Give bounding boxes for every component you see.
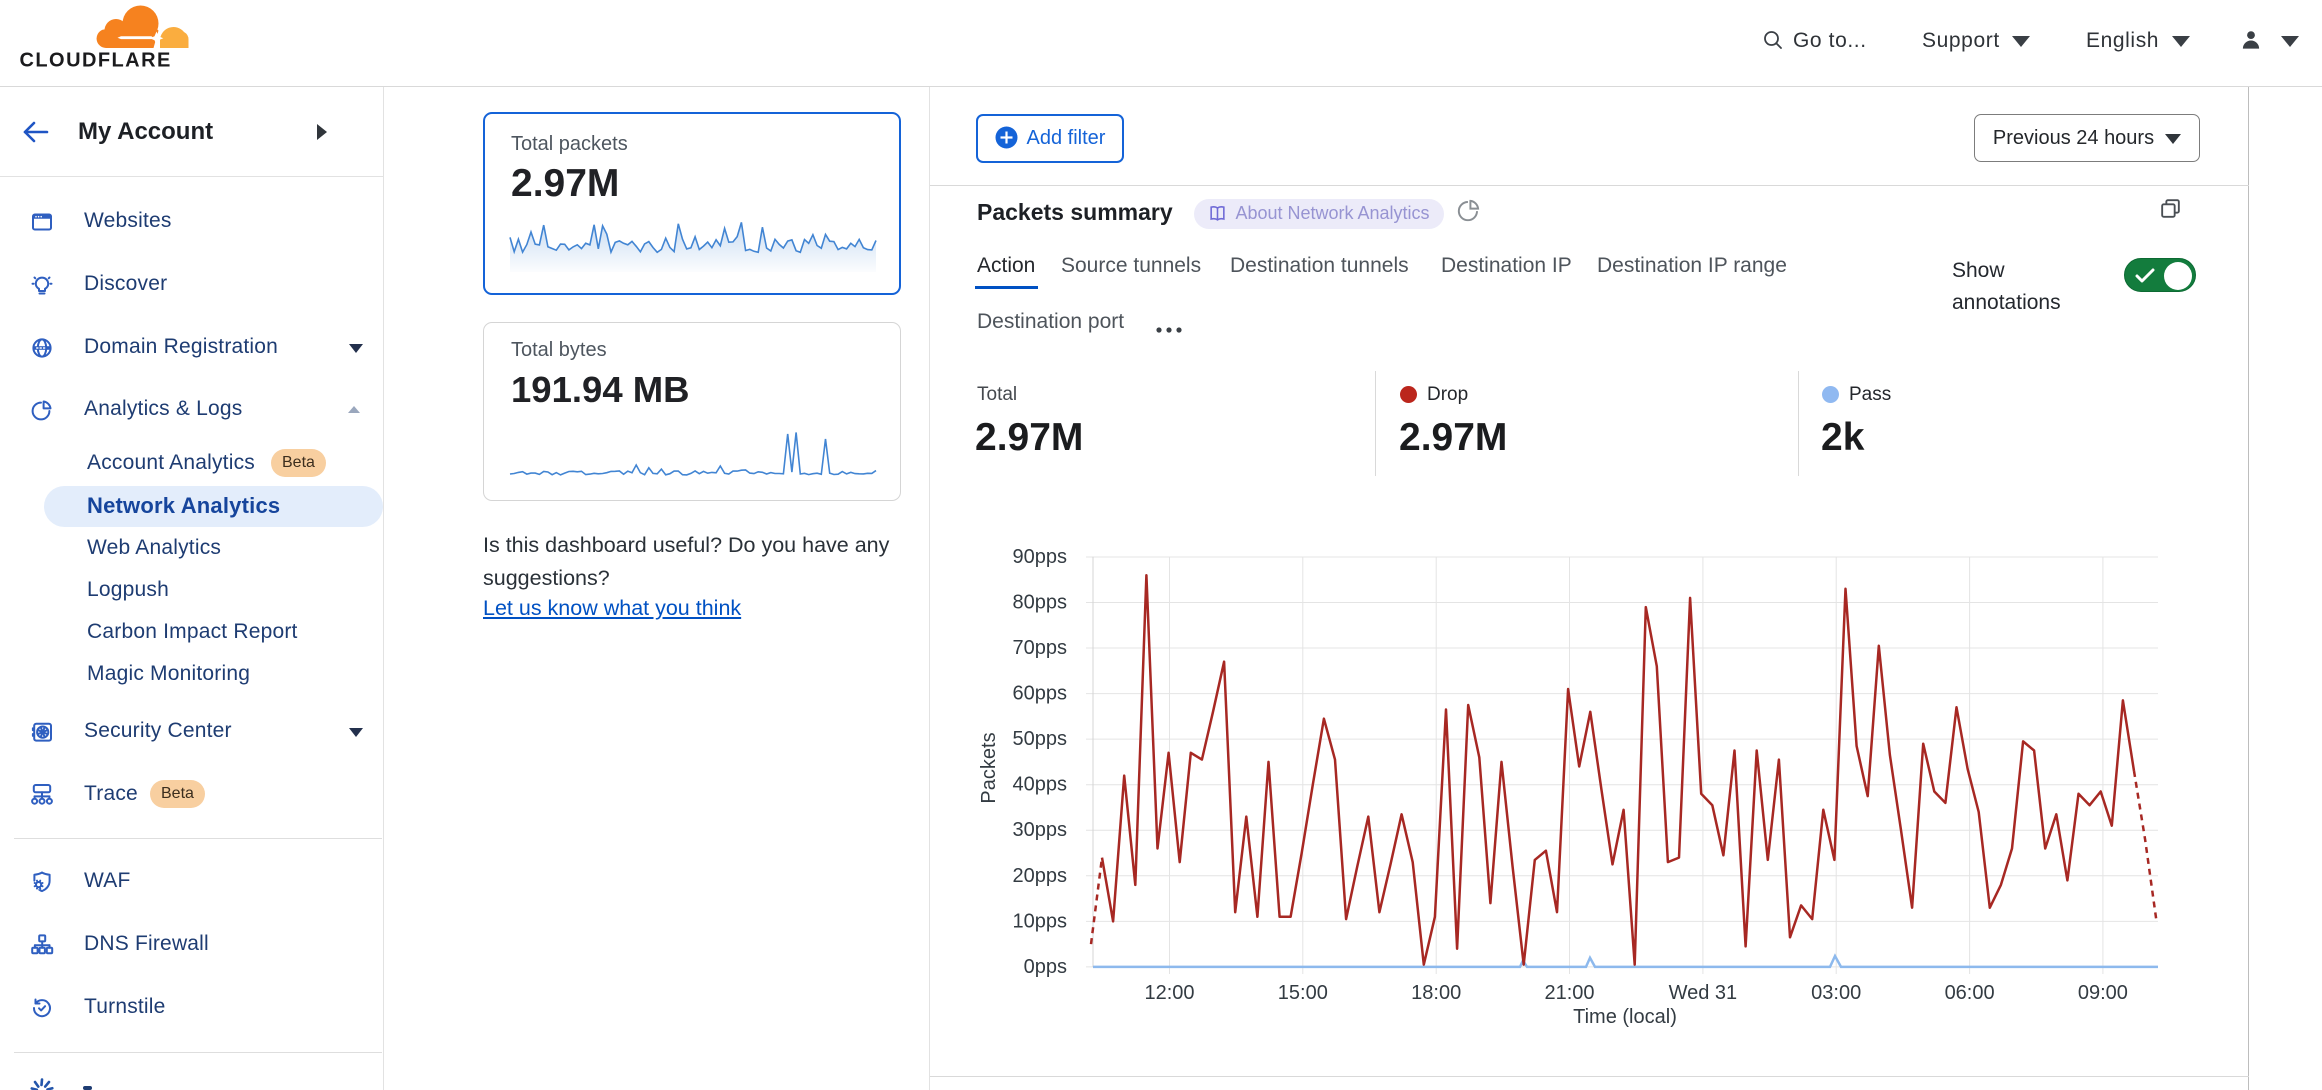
svg-text:70pps: 70pps: [1013, 637, 1068, 659]
svg-text:Wed 31: Wed 31: [1669, 982, 1738, 1004]
svg-text:Time (local): Time (local): [1573, 1006, 1677, 1028]
svg-text:10pps: 10pps: [1013, 910, 1068, 932]
svg-text:18:00: 18:00: [1411, 982, 1461, 1004]
svg-text:21:00: 21:00: [1544, 982, 1594, 1004]
svg-text:12:00: 12:00: [1144, 982, 1194, 1004]
svg-text:03:00: 03:00: [1811, 982, 1861, 1004]
svg-text:09:00: 09:00: [2078, 982, 2128, 1004]
svg-text:20pps: 20pps: [1013, 865, 1068, 887]
svg-text:15:00: 15:00: [1278, 982, 1328, 1004]
svg-text:0pps: 0pps: [1024, 956, 1067, 978]
svg-text:80pps: 80pps: [1013, 592, 1068, 614]
svg-text:60pps: 60pps: [1013, 683, 1068, 705]
svg-text:Packets: Packets: [978, 732, 1000, 803]
svg-text:06:00: 06:00: [1945, 982, 1995, 1004]
svg-text:90pps: 90pps: [1013, 546, 1068, 568]
svg-text:50pps: 50pps: [1013, 728, 1068, 750]
svg-text:40pps: 40pps: [1013, 774, 1068, 796]
svg-text:30pps: 30pps: [1013, 819, 1068, 841]
svg-text:CLOUDFLARE: CLOUDFLARE: [20, 50, 172, 72]
